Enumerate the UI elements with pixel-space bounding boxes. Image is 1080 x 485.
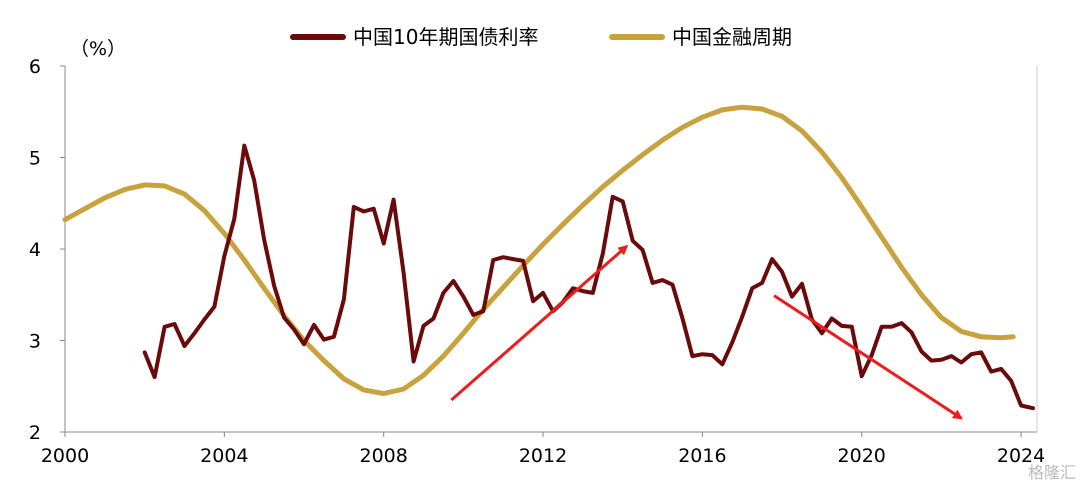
series-line-financial-cycle <box>62 104 1016 397</box>
x-tick-label: 2020 <box>838 445 886 467</box>
x-tick-label: 2000 <box>41 445 89 467</box>
x-tick-label: 2012 <box>519 445 567 467</box>
x-tick-label: 2008 <box>360 445 408 467</box>
legend-label-bond-yield: 中国10年期国债利率 <box>353 25 538 49</box>
legend-label-financial-cycle: 中国金融周期 <box>672 25 792 49</box>
y-tick-label: 6 <box>29 56 41 78</box>
watermark: 格隆汇 <box>1028 463 1076 482</box>
annotation-layer <box>450 244 963 420</box>
x-tick-label: 2016 <box>678 445 726 467</box>
series-line-bond-yield <box>142 143 1035 411</box>
x-tick-label: 2004 <box>200 445 248 467</box>
x-tick-label: 2024 <box>997 445 1045 467</box>
trend-arrow-down <box>773 294 963 420</box>
y-axis-unit-label: （%） <box>70 38 126 60</box>
axes: 2 3 4 5 6 2000 2004 2008 2012 2016 2020 2024 <box>29 56 1045 467</box>
series-layer <box>62 104 1035 411</box>
y-tick-label: 2 <box>29 422 41 444</box>
legend: 中国10年期国债利率 中国金融周期 <box>290 25 792 49</box>
trend-arrow-up <box>450 244 629 402</box>
y-tick-label: 5 <box>29 148 41 170</box>
y-tick-label: 4 <box>29 239 41 261</box>
y-tick-label: 3 <box>29 331 41 353</box>
